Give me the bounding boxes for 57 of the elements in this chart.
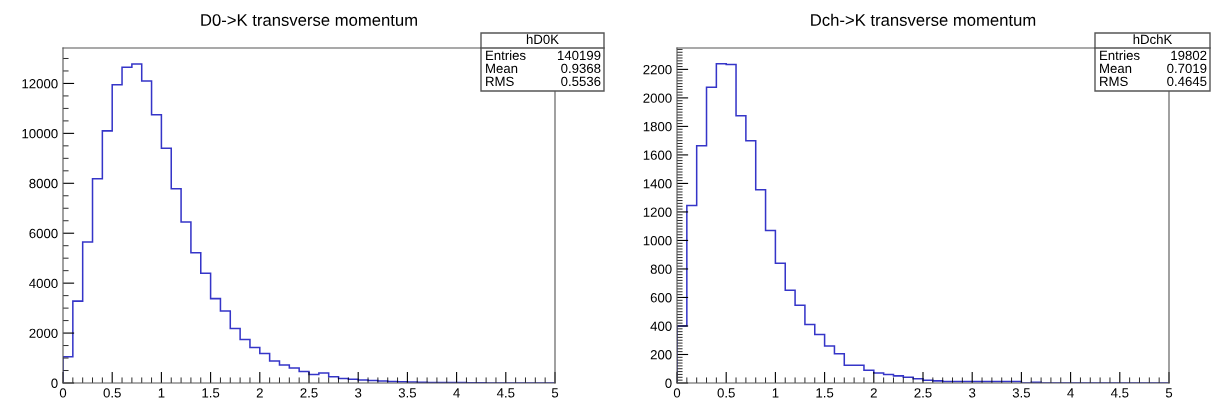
text: hDchK [1133, 34, 1173, 45]
y-tick-label: 600 [650, 293, 672, 303]
annotation: Mean [1100, 63, 1132, 74]
y-tick-label: 1400 [643, 178, 672, 189]
x-tick-label: 3 [969, 388, 976, 398]
x-tick-label: 4.5 [496, 388, 515, 398]
x-tick-label: 5 [1165, 388, 1173, 398]
y-tick-label: 0 [665, 378, 672, 388]
y-tick-label: 1200 [643, 207, 672, 217]
x-tick-label: 4.5 [1110, 388, 1129, 398]
annotation: Entries [1100, 50, 1140, 61]
x-tick-label: 3.5 [1012, 388, 1031, 398]
x-tick-label: 2 [256, 388, 263, 398]
x-tick-label: 0.5 [717, 388, 735, 398]
annotation: RMS [486, 76, 514, 87]
y-tick-label: 0 [51, 378, 58, 388]
y-tick-label: 1800 [643, 121, 672, 132]
y-tick-label: 12000 [22, 79, 58, 89]
y-tick-label: 2000 [643, 93, 672, 103]
y-tick-label: 1600 [643, 150, 672, 160]
x-tick-label: 2.5 [300, 388, 318, 398]
x-tick-label: 2 [870, 388, 877, 398]
y-tick-label: 8000 [29, 178, 58, 189]
x-tick-label: 2.5 [914, 388, 932, 398]
text: 140199 [557, 50, 601, 61]
annotation: Mean [486, 63, 518, 74]
x-tick-label: 0 [59, 388, 67, 398]
y-tick-label: 200 [650, 350, 672, 360]
annotation: Entries [486, 50, 526, 61]
x-tick-label: 1 [158, 388, 165, 398]
text: 19802 [1171, 50, 1207, 61]
chart-title: Dch->K transverse momentum [811, 13, 1036, 26]
text: hD0K [526, 34, 559, 45]
y-tick-label: 2000 [29, 328, 58, 338]
x-tick-label: 0.5 [103, 388, 121, 398]
y-tick-label: 4000 [29, 278, 58, 289]
x-tick-label: 1 [772, 388, 779, 398]
x-tick-label: 3.5 [398, 388, 417, 398]
x-tick-label: 4 [453, 388, 460, 398]
y-tick-label: 800 [650, 264, 672, 274]
y-tick-label: 400 [650, 321, 672, 331]
annotation: RMS [1100, 76, 1128, 87]
y-tick-label: 10000 [22, 128, 58, 139]
y-tick-label: 6000 [29, 228, 58, 239]
x-tick-label: 1.5 [816, 388, 834, 398]
x-tick-label: 0 [673, 388, 681, 398]
text: 0.5536 [561, 76, 601, 87]
y-tick-label: 2200 [643, 64, 672, 75]
x-tick-label: 1.5 [202, 388, 220, 398]
chart-title: D0->K transverse momentum [201, 14, 417, 26]
annotation: 0.7019 [1167, 63, 1207, 74]
text: 0.9368 [561, 63, 601, 74]
x-tick-label: 4 [1067, 388, 1074, 398]
annotation: 0.4645 [1167, 76, 1207, 87]
y-tick-label: 1000 [643, 236, 672, 246]
x-tick-label: 5 [551, 388, 559, 398]
x-tick-label: 3 [355, 388, 362, 398]
